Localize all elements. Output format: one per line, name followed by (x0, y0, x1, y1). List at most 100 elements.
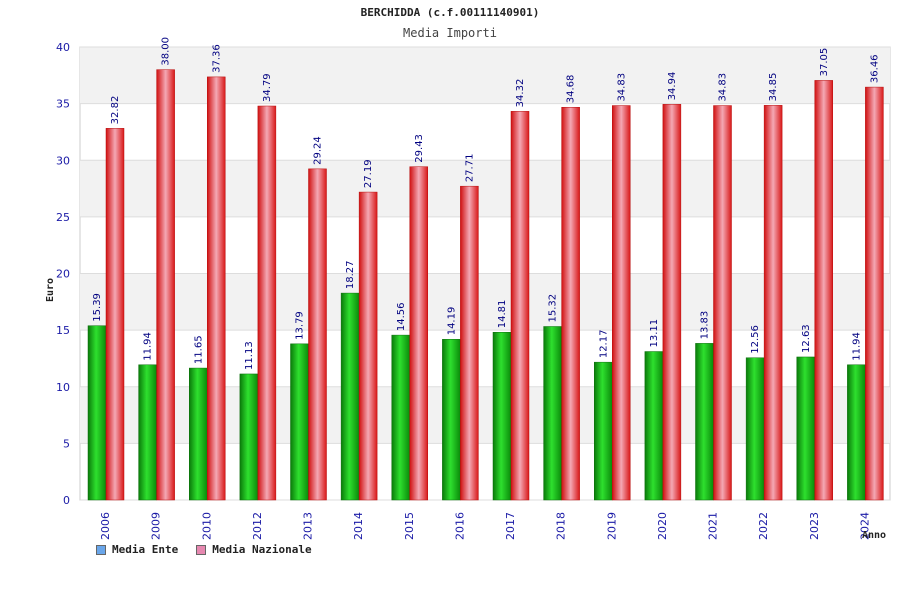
data-label: 37.05 (819, 48, 830, 77)
x-axis-title: Anno (862, 530, 886, 541)
bar-media-ente-2015 (391, 334, 410, 501)
data-label: 11.94 (851, 332, 862, 361)
y-tick-label: 10 (56, 381, 70, 394)
bar-media-nazionale-2013 (308, 168, 327, 501)
bar-media-nazionale-2018 (561, 106, 580, 501)
data-label: 36.46 (869, 54, 880, 83)
x-tick-label: 2018 (555, 512, 568, 540)
bar-media-ente-2021 (695, 343, 714, 501)
chart-title: BERCHIDDA (c.f.00111140901) (360, 6, 540, 19)
bar-media-ente-2014 (340, 292, 360, 501)
data-label: 15.39 (92, 293, 103, 322)
data-label: 11.65 (193, 335, 204, 364)
data-label: 34.68 (566, 75, 577, 104)
data-label: 34.32 (515, 79, 526, 108)
x-tick-label: 2016 (453, 512, 466, 540)
x-tick-label: 2020 (656, 512, 669, 540)
bar-media-nazionale-2009 (156, 69, 175, 501)
bar-media-ente-2010 (189, 367, 208, 501)
x-tick-label: 2017 (504, 512, 517, 540)
data-label: 37.36 (211, 44, 222, 73)
bar-media-ente-2016 (442, 339, 461, 501)
bar-media-nazionale-2020 (662, 104, 682, 501)
x-tick-label: 2010 (200, 512, 213, 540)
data-label: 14.56 (396, 302, 407, 331)
x-tick-label: 2014 (352, 512, 365, 540)
data-label: 13.11 (649, 319, 660, 348)
data-label: 29.43 (414, 134, 425, 163)
bar-media-nazionale-2015 (409, 166, 428, 501)
legend-label-media-ente: Media Ente (112, 543, 179, 556)
bar-media-nazionale-2017 (510, 111, 530, 501)
legend: Media Ente Media Nazionale (96, 543, 312, 556)
data-label: 12.17 (598, 330, 609, 359)
y-axis-title: Euro (45, 278, 56, 302)
bar-media-ente-2017 (492, 332, 512, 501)
bar-media-nazionale-2006 (105, 128, 125, 501)
data-label: 12.56 (750, 325, 761, 354)
chart-subtitle: Media Importi (403, 26, 497, 40)
x-tick-label: 2022 (757, 512, 770, 540)
data-label: 12.63 (801, 324, 812, 353)
y-tick-label: 0 (63, 494, 70, 507)
y-tick-label: 20 (56, 268, 70, 281)
bar-media-nazionale-2024 (865, 86, 884, 501)
data-label: 11.94 (143, 332, 154, 361)
y-tick-label: 35 (56, 98, 70, 111)
x-tick-label: 2015 (403, 512, 416, 540)
x-tick-label: 2006 (99, 512, 112, 540)
bar-media-nazionale-2010 (207, 76, 226, 501)
data-label: 27.19 (363, 159, 374, 188)
data-label: 34.83 (616, 73, 627, 102)
data-label: 11.13 (244, 341, 255, 370)
bar-media-nazionale-2022 (763, 105, 783, 501)
data-label: 38.00 (161, 37, 172, 66)
bar-media-ente-2020 (644, 351, 664, 501)
data-label: 34.94 (667, 72, 678, 101)
legend-item-media-ente: Media Ente (96, 543, 178, 556)
data-label: 14.19 (446, 307, 457, 336)
bar-media-ente-2006 (87, 325, 107, 501)
bar-media-nazionale-2016 (460, 185, 479, 501)
bar-media-ente-2012 (239, 373, 259, 501)
x-tick-label: 2024 (858, 512, 871, 540)
bars-group (87, 69, 884, 501)
y-axis-ticks: 0 5 10 15 20 25 30 35 40 (56, 41, 70, 507)
data-label: 15.32 (548, 294, 559, 323)
y-tick-label: 25 (56, 211, 70, 224)
y-tick-label: 15 (56, 324, 70, 337)
bar-media-nazionale-2023 (814, 80, 833, 501)
bar-media-ente-2024 (847, 364, 866, 501)
legend-label-media-nazionale: Media Nazionale (212, 543, 312, 556)
bar-media-nazionale-2012 (257, 105, 277, 501)
legend-swatch-media-nazionale (196, 544, 207, 555)
bar-media-ente-2019 (594, 361, 613, 501)
data-label: 34.83 (718, 73, 729, 102)
bar-media-ente-2009 (138, 364, 157, 501)
data-label: 34.85 (768, 73, 779, 102)
x-tick-label: 2021 (707, 512, 720, 540)
data-label: 32.82 (110, 96, 121, 125)
y-tick-label: 30 (56, 154, 70, 167)
x-tick-label: 2012 (251, 512, 264, 540)
bar-media-ente-2018 (543, 326, 562, 501)
value-labels: 15.39 32.82 11.94 38.00 11.65 37.36 11.13 34.79… (92, 37, 880, 370)
x-tick-label: 2019 (605, 512, 618, 540)
legend-item-media-nazionale: Media Nazionale (196, 543, 312, 556)
legend-swatch-media-ente (96, 544, 106, 555)
x-axis-ticks: 2006 2009 2010 2012 2013 2014 2015 2016 2017 2018… (99, 512, 871, 540)
x-tick-label: 2013 (302, 512, 315, 540)
data-label: 13.79 (295, 311, 306, 340)
bar-media-nazionale-2021 (713, 105, 732, 501)
data-label: 29.24 (313, 136, 324, 165)
data-label: 14.81 (497, 300, 508, 329)
bar-media-nazionale-2019 (612, 105, 631, 501)
data-label: 27.71 (464, 154, 475, 183)
x-tick-label: 2009 (150, 512, 163, 540)
bar-media-ente-2022 (745, 357, 765, 501)
bar-media-nazionale-2014 (358, 191, 378, 501)
y-tick-label: 5 (63, 437, 70, 450)
y-tick-label: 40 (56, 41, 70, 54)
bar-media-ente-2023 (796, 356, 815, 501)
